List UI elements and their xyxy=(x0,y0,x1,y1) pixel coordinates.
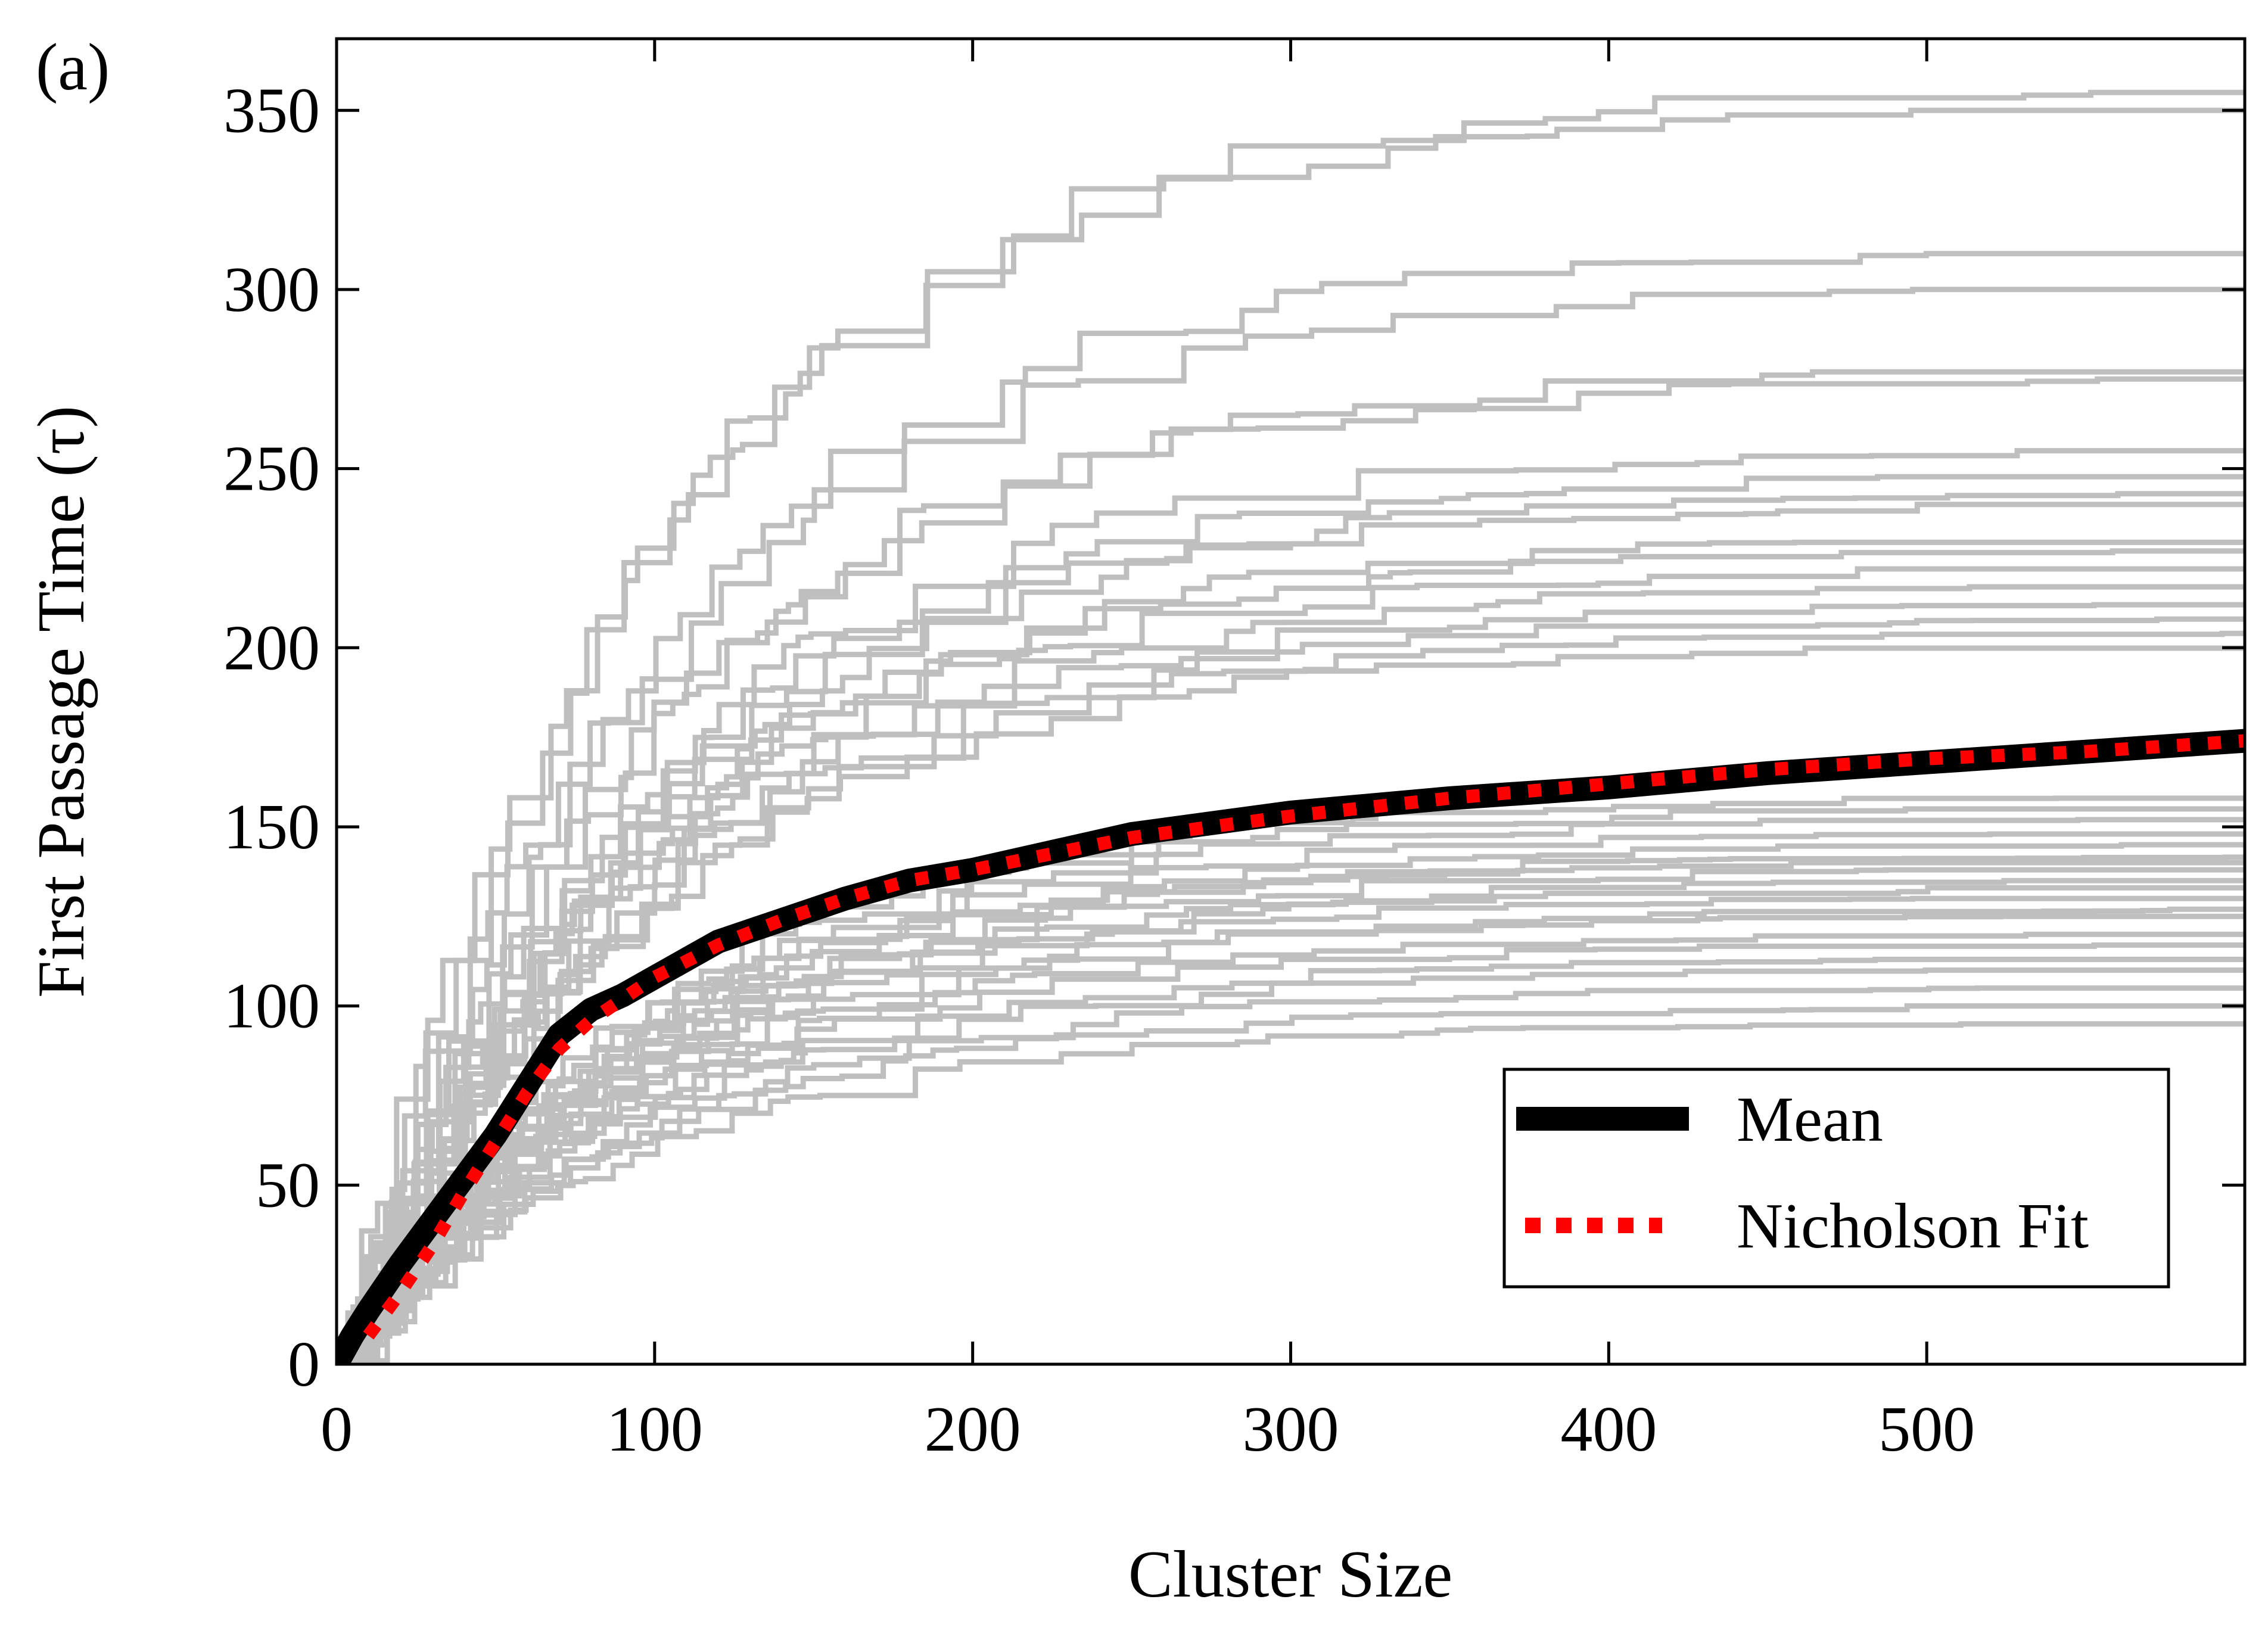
trajectory-line xyxy=(337,942,2245,1364)
y-tick-label: 350 xyxy=(223,75,320,146)
y-tick-label: 0 xyxy=(288,1329,320,1400)
x-tick-label: 200 xyxy=(925,1394,1021,1465)
x-axis-ticks: 0 100 200 300 400 500 xyxy=(321,39,1975,1465)
legend-fit-label: Nicholson Fit xyxy=(1737,1191,2089,1262)
trajectory-line xyxy=(337,913,2245,1364)
x-axis-label: Cluster Size xyxy=(1128,1538,1452,1611)
x-tick-label: 400 xyxy=(1560,1394,1657,1465)
y-tick-label: 100 xyxy=(223,971,320,1042)
panel-label: (a) xyxy=(36,30,110,104)
y-tick-label: 300 xyxy=(223,254,320,325)
nicholson-fit-line xyxy=(363,734,2245,1340)
x-tick-label: 0 xyxy=(321,1394,353,1465)
y-axis-ticks: 0 50 100 150 200 250 300 350 xyxy=(223,75,2245,1400)
trajectory-line xyxy=(337,645,2245,1364)
trajectory-line xyxy=(337,957,2245,1364)
y-tick-label: 50 xyxy=(256,1150,320,1221)
x-tick-label: 500 xyxy=(1878,1394,1975,1465)
y-tick-label: 150 xyxy=(223,792,320,863)
x-tick-label: 300 xyxy=(1243,1394,1339,1465)
legend: Mean Nicholson Fit xyxy=(1502,1068,2170,1289)
trajectory-line xyxy=(337,602,2245,1364)
trajectory-line xyxy=(337,1003,2245,1364)
trajectory-line xyxy=(337,251,2245,1364)
x-tick-label: 100 xyxy=(606,1394,703,1465)
series-layer xyxy=(337,729,2245,1364)
trajectory-line xyxy=(337,448,2245,1364)
trajectory-lines xyxy=(337,89,2245,1364)
trajectory-line xyxy=(337,842,2245,1364)
trajectory-line xyxy=(337,376,2245,1364)
legend-box xyxy=(1502,1068,2170,1289)
legend-mean-label: Mean xyxy=(1737,1084,1883,1155)
y-axis-label: First Passage Time (τ) xyxy=(24,406,98,998)
y-tick-label: 250 xyxy=(223,434,320,505)
trajectory-line xyxy=(337,895,2245,1364)
trajectory-line xyxy=(337,985,2245,1364)
trajectory-line xyxy=(337,1021,2245,1364)
trajectory-line xyxy=(337,548,2245,1364)
trajectory-line xyxy=(337,616,2245,1364)
trajectory-line xyxy=(337,107,2245,1364)
trajectory-line xyxy=(337,502,2245,1364)
y-tick-label: 200 xyxy=(223,612,320,683)
